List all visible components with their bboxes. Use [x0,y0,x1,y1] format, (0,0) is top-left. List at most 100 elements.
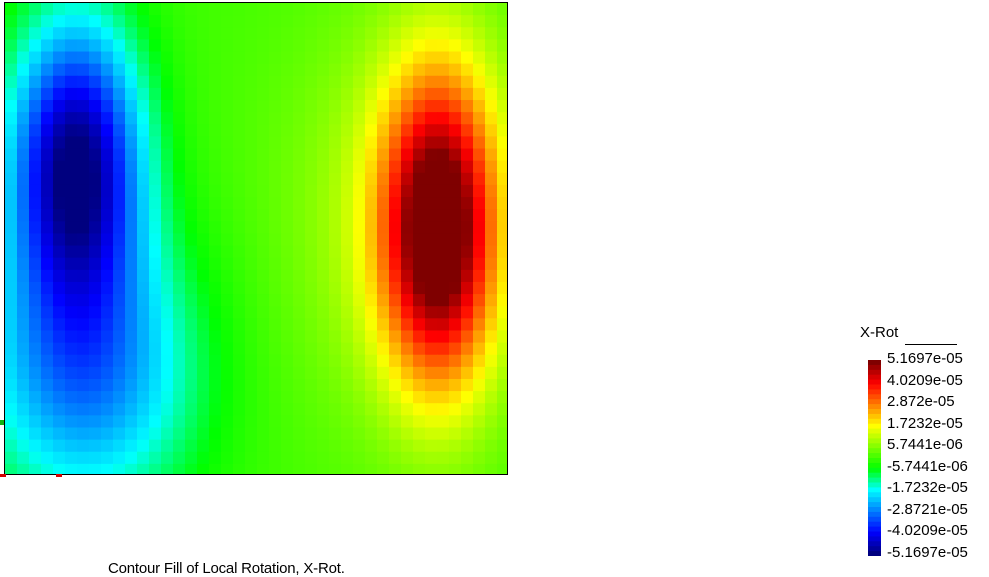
contour-cell [449,330,462,344]
contour-cell [245,124,258,138]
contour-cell [89,257,102,271]
contour-cell [389,415,402,429]
contour-cell [413,403,426,416]
contour-cell [269,306,282,319]
contour-cell [473,257,486,271]
contour-cell [29,51,42,65]
contour-cell [329,27,342,40]
contour-cell [473,354,486,368]
contour-cell [377,391,390,404]
contour-cell [209,15,222,28]
contour-cell [269,39,282,53]
contour-cell [281,87,294,101]
contour-cell [257,330,270,344]
contour-cell [17,366,30,380]
contour-cell [389,112,402,125]
contour-cell [473,124,486,138]
contour-cell [185,63,198,77]
contour-cell [125,15,138,28]
contour-cell [185,15,198,28]
contour-cell [149,172,162,186]
contour-cell [197,306,210,319]
contour-cell [173,136,186,150]
contour-cell [245,403,258,416]
contour-cell [377,281,390,295]
contour-cell [257,294,270,307]
contour-cell [437,221,450,235]
contour-cell [41,87,54,101]
contour-cell [53,3,66,16]
contour-cell [173,197,186,210]
contour-cell [221,378,234,392]
contour-cell [317,27,330,40]
contour-cell [365,172,378,186]
contour-cell [353,318,366,332]
contour-cell [413,354,426,368]
contour-cell [401,378,414,392]
contour-cell [173,451,186,465]
contour-cell [101,172,114,186]
contour-cell [65,136,78,150]
x-axis-marker-2 [56,474,62,477]
contour-cell [89,112,102,125]
contour-cell [413,281,426,295]
contour-cell [113,136,126,150]
contour-cell [341,403,354,416]
contour-cell [137,197,150,210]
contour-cell [65,439,78,453]
contour-cell [5,245,18,259]
contour-cell [449,233,462,247]
contour-cell [41,112,54,125]
contour-cell [461,233,474,247]
contour-cell [101,281,114,295]
contour-cell [89,318,102,332]
contour-cell [17,463,30,474]
contour-cell [149,221,162,235]
contour-cell [209,63,222,77]
contour-cell [401,318,414,332]
contour-cell [281,257,294,271]
contour-cell [281,354,294,368]
contour-cell [113,100,126,113]
contour-cell [53,15,66,28]
contour-cell [53,439,66,453]
contour-cell [317,403,330,416]
contour-cell [245,294,258,307]
contour-cell [449,63,462,77]
contour-cell [185,366,198,380]
legend-color-step [868,379,881,386]
contour-cell [137,245,150,259]
contour-cell [101,391,114,404]
contour-cell [197,27,210,40]
contour-cell [449,294,462,307]
contour-cell [485,148,498,162]
contour-cell [449,221,462,235]
contour-cell [17,27,30,40]
contour-cell [41,330,54,344]
contour-cell [437,366,450,380]
contour-cell [221,112,234,125]
contour-cell [17,172,30,186]
contour-cell [293,15,306,28]
contour-cell [317,100,330,113]
contour-cell [113,51,126,65]
contour-cell [41,63,54,77]
contour-cell [29,257,42,271]
contour-cell [449,366,462,380]
contour-cell [125,39,138,53]
contour-cell [485,451,498,465]
legend-label: -5.1697e-05 [887,543,968,561]
contour-cell [245,63,258,77]
contour-cell [389,197,402,210]
contour-cell [365,391,378,404]
contour-cell [197,427,210,441]
contour-cell [29,63,42,77]
contour-cell [65,366,78,380]
contour-cell [449,391,462,404]
contour-cell [65,148,78,162]
contour-cell [185,415,198,429]
contour-cell [389,330,402,344]
contour-cell [317,354,330,368]
contour-cell [29,342,42,356]
contour-cell [233,306,246,319]
